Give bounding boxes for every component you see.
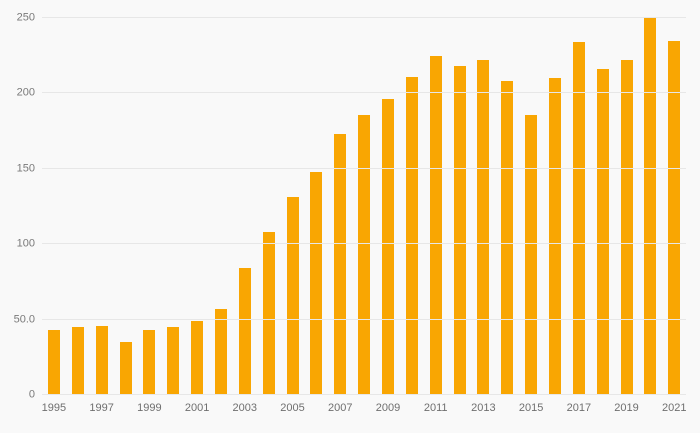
y-axis-tick-label: 150 <box>16 162 35 175</box>
x-axis-tick-label: 2019 <box>614 402 639 414</box>
bar <box>238 268 251 395</box>
bar-slot <box>257 18 281 395</box>
x-axis-tick-label: 2003 <box>232 402 258 414</box>
gridline <box>42 243 686 245</box>
bar-slot <box>591 18 615 395</box>
bars: 1995 1997 1999 2001 2003 2005 2007 2009 2011 2013… <box>42 18 687 414</box>
bar-slot: 2001 <box>185 18 209 414</box>
bar <box>119 342 132 395</box>
gridline <box>42 394 686 395</box>
x-axis-tick-label: 2007 <box>327 402 353 414</box>
x-axis-tick-label: 2013 <box>471 402 496 414</box>
plot-area: 1995 1997 1999 2001 2003 2005 2007 2009 2011 2013… <box>14 12 687 414</box>
x-axis-tick-label: 2017 <box>566 402 592 414</box>
bar <box>477 60 490 395</box>
x-axis-tick-label: 1999 <box>137 402 162 414</box>
gridline <box>42 17 686 18</box>
gridline <box>42 92 686 94</box>
bar-slot: 2021 <box>662 18 687 414</box>
bar-slot: 2011 <box>424 18 448 414</box>
bar <box>95 325 108 395</box>
gridline <box>42 167 686 169</box>
x-axis-tick-label: 1995 <box>41 402 67 414</box>
bar <box>143 330 156 395</box>
bar-slot: 1995 <box>42 18 66 414</box>
bar-slot <box>66 18 90 395</box>
bar <box>525 114 538 395</box>
bar <box>548 78 561 395</box>
x-axis-tick-label: 2011 <box>423 402 448 414</box>
bar <box>572 42 585 395</box>
bar <box>191 321 204 395</box>
bar-slot: 2003 <box>233 18 257 414</box>
y-axis-tick-label: 200 <box>16 86 35 99</box>
bar-slot: 2013 <box>471 18 496 414</box>
y-axis-tick-label: 50.0 <box>13 313 35 326</box>
bar-slot <box>161 18 185 395</box>
bar-slot <box>400 18 424 395</box>
bar <box>381 99 394 395</box>
bar <box>286 197 299 395</box>
x-axis-tick-label: 2015 <box>518 402 544 414</box>
gridline <box>42 318 686 320</box>
bar <box>167 327 180 395</box>
x-axis-tick-label: 2009 <box>375 402 401 414</box>
bar-slot: 2015 <box>519 18 543 414</box>
bar <box>644 18 657 395</box>
bar-slot: 2017 <box>567 18 591 414</box>
bar-slot: 2019 <box>614 18 639 414</box>
bar <box>71 327 84 395</box>
bar-slot: 2007 <box>328 18 352 414</box>
bar <box>453 66 466 395</box>
bar <box>596 69 609 395</box>
y-axis-tick-label: 100 <box>16 237 35 250</box>
bar <box>334 134 347 395</box>
bar-slot: 2009 <box>376 18 400 414</box>
bar-slot <box>304 18 328 395</box>
bar-slot <box>543 18 567 395</box>
bar <box>501 81 514 395</box>
bar <box>47 330 60 395</box>
bar-slot <box>495 18 519 395</box>
bar <box>405 76 418 395</box>
bar <box>358 114 371 395</box>
x-axis-tick-label: 2001 <box>184 402 210 414</box>
x-axis-tick-label: 2021 <box>662 402 687 414</box>
x-axis-tick-label: 1997 <box>89 402 114 414</box>
bar-slot: 2005 <box>280 18 305 414</box>
bar <box>620 60 633 395</box>
y-axis-tick-label: 0 <box>28 388 35 401</box>
bar-slot: 1999 <box>137 18 162 414</box>
bar-slot <box>114 18 138 395</box>
bar-slot <box>352 18 376 395</box>
bar <box>214 309 227 395</box>
bar-slot: 1997 <box>89 18 114 414</box>
bar <box>310 171 323 395</box>
bar-slot <box>448 18 472 395</box>
x-axis-tick-label: 2005 <box>280 402 305 414</box>
y-axis-tick-label: 250 <box>16 11 35 24</box>
bar <box>262 232 275 395</box>
bar <box>429 55 442 395</box>
bar-slot <box>209 18 233 395</box>
bar-slot <box>638 18 662 395</box>
bar <box>668 40 681 395</box>
